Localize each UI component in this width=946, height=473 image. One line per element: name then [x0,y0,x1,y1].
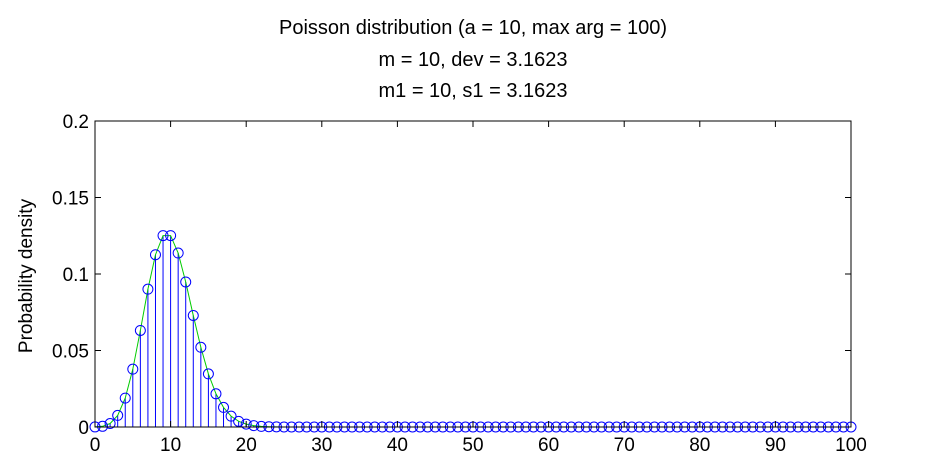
stem-marker [127,363,139,375]
x-tick-label: 30 [311,435,332,456]
stem-marker [248,420,260,432]
chart-title-line-2: m = 10, dev = 3.1623 [378,49,568,71]
y-axis-ticks: 0 0.05 0.1 0.15 0.2 [52,112,851,439]
stem-marker [180,276,192,288]
stem-marker [172,247,184,259]
stem-marker [142,283,154,295]
stem-marker [218,401,230,413]
x-tick-label: 80 [689,435,710,456]
x-tick-label: 20 [236,435,257,456]
stem-marker [187,309,199,321]
stem-marker [104,418,116,430]
x-tick-label: 70 [614,435,635,456]
stem-marker [202,368,214,380]
y-tick-label: 0 [78,418,89,439]
chart-title-line-3: m1 = 10, s1 = 3.1623 [378,80,568,102]
stem-marker [195,341,207,353]
y-tick-label: 0.05 [52,342,89,363]
stem-marker [134,324,146,336]
stem-marker [240,418,252,430]
x-tick-label: 100 [835,435,867,456]
stem-markers [89,230,857,433]
stem-marker [149,249,161,261]
stem-marker [225,410,237,422]
y-tick-label: 0.15 [52,189,89,210]
x-tick-label: 90 [765,435,786,456]
stem-marker [97,420,109,432]
y-tick-label: 0.1 [63,265,89,286]
x-tick-label: 60 [538,435,559,456]
x-tick-label: 40 [387,435,408,456]
stem-marker [210,388,222,400]
y-tick-label: 0.2 [63,112,89,133]
stem-lines [94,235,277,427]
x-tick-label: 0 [90,435,101,456]
stem-marker [112,409,124,421]
x-tick-label: 10 [160,435,181,456]
stem-marker [157,230,169,242]
x-axis-ticks: 0 10 20 30 40 50 60 70 80 90 100 [90,121,867,456]
stem-marker [119,392,131,404]
stem-marker [165,230,177,242]
chart-title-line-1: Poisson distribution (a = 10, max arg = … [279,17,667,39]
stem-marker [233,415,245,427]
stem-marker [255,420,267,432]
x-tick-label: 50 [462,435,483,456]
